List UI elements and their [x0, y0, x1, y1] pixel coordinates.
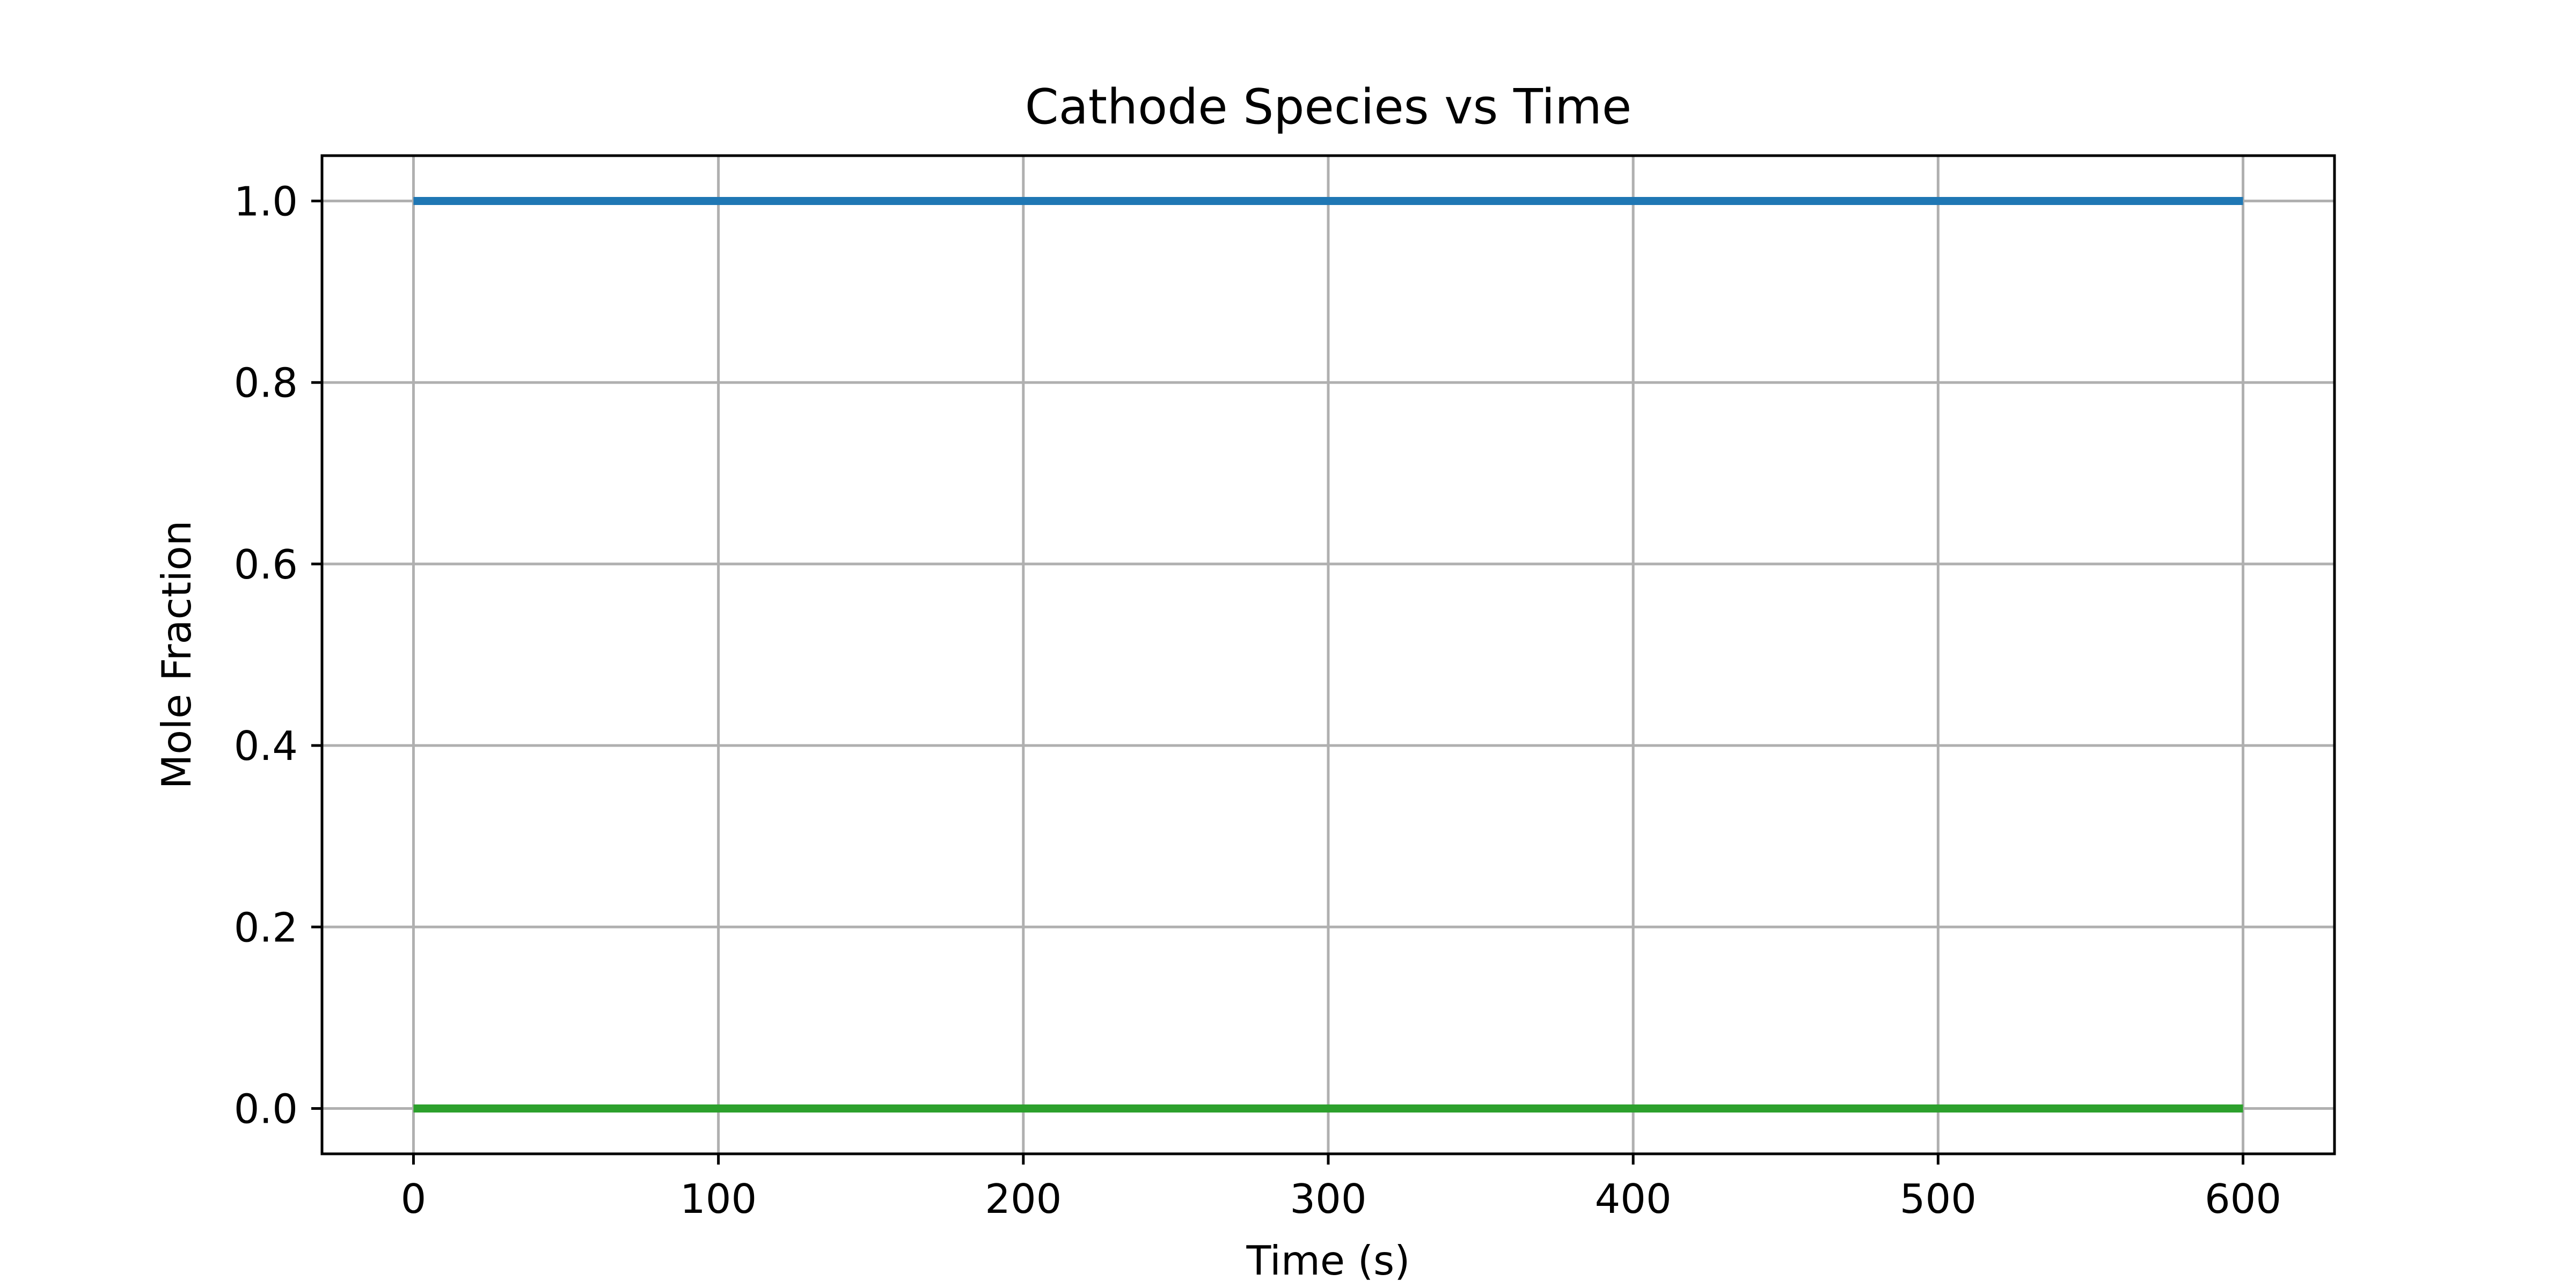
y-tick-label: 0.6 — [234, 541, 298, 588]
y-axis-label: Mole Fraction — [153, 521, 200, 789]
y-tick-label: 1.0 — [234, 178, 298, 225]
series-layer — [413, 197, 2243, 1113]
x-tick-label: 100 — [680, 1175, 757, 1223]
chart-title: Cathode Species vs Time — [1025, 79, 1632, 135]
y-axis-ticks: 0.0 0.2 0.4 0.6 0.8 1.0 — [234, 178, 322, 1132]
x-tick-label: 500 — [1900, 1175, 1977, 1223]
x-tick-label: 200 — [985, 1175, 1062, 1223]
y-tick-label: 0.4 — [234, 722, 298, 770]
x-tick-label: 600 — [2205, 1175, 2281, 1223]
y-tick-label: 0.8 — [234, 360, 298, 407]
y-tick-label: 0.2 — [234, 904, 298, 951]
x-axis-label: Time (s) — [1246, 1237, 1410, 1284]
x-tick-label: 0 — [401, 1175, 427, 1223]
x-tick-label: 400 — [1595, 1175, 1672, 1223]
grid — [322, 156, 2334, 1154]
x-axis-ticks: 0 100 200 300 400 500 600 — [401, 1154, 2281, 1223]
y-tick-label: 0.0 — [234, 1085, 298, 1132]
x-tick-label: 300 — [1290, 1175, 1366, 1223]
